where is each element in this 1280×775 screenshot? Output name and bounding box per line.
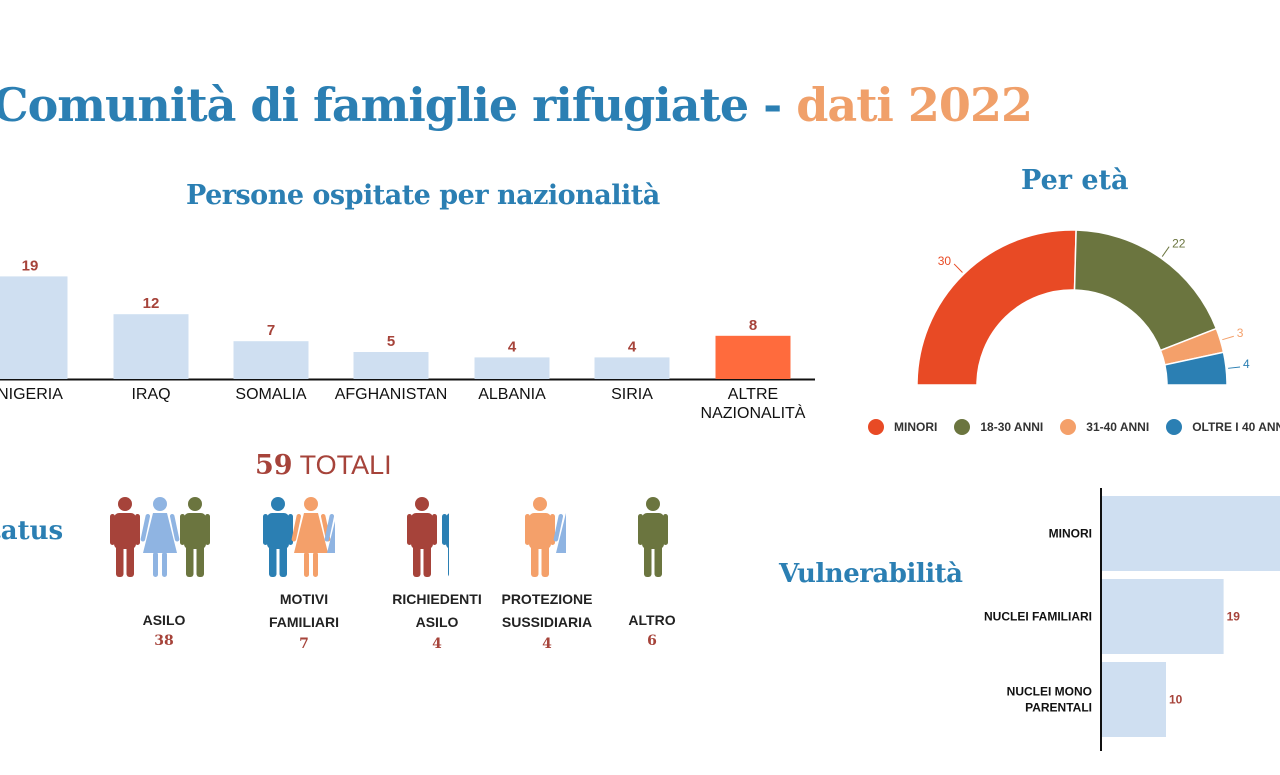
- legend-swatch: [1166, 419, 1183, 435]
- status-value: 7: [299, 636, 309, 652]
- nationality-category-label: NIGERIA: [0, 386, 63, 403]
- nationality-value-label: 19: [22, 257, 39, 274]
- vulnerability-value-label: 19: [1227, 610, 1241, 624]
- status-category-label: ALTRO: [628, 612, 676, 628]
- female-person-icon: [553, 513, 566, 553]
- vulnerability-category-label: MINORI: [1049, 527, 1092, 541]
- page-title-main: Comunità di famiglie rifugiate -: [0, 78, 797, 132]
- age-slice: [916, 229, 1077, 386]
- male-person-icon: [525, 497, 555, 577]
- status-value: 6: [647, 633, 657, 649]
- nationality-bar: [353, 352, 429, 379]
- status-category-label: PROTEZIONE: [501, 591, 593, 607]
- age-slice: [1163, 351, 1228, 386]
- page-title-year: dati 2022: [796, 78, 1033, 132]
- nationality-category-label: ALTRE: [728, 386, 778, 403]
- nationality-category-label: AFGHANISTAN: [335, 386, 448, 403]
- vulnerability-bar: [1102, 662, 1166, 737]
- age-chart-title: Per età: [1021, 165, 1129, 196]
- age-legend-item: MINORI: [868, 419, 937, 435]
- legend-swatch: [868, 419, 884, 435]
- nationality-bar: [233, 341, 309, 379]
- nationality-value-label: 5: [387, 333, 395, 350]
- status-value: 4: [432, 636, 442, 652]
- status-category-label: ASILO: [142, 612, 186, 628]
- nationality-value-label: 4: [628, 338, 637, 355]
- legend-swatch: [1060, 419, 1077, 435]
- age-legend-item: 31-40 ANNI: [1060, 419, 1149, 435]
- male-person-icon: [263, 497, 293, 577]
- legend-label: 18-30 ANNI: [980, 420, 1044, 434]
- nationality-category-label: NAZIONALITÀ: [701, 403, 806, 422]
- male-person-icon: [407, 497, 437, 577]
- nationality-chart-title: Persone ospitate per nazionalità: [186, 180, 660, 211]
- nationality-bar: [715, 335, 791, 379]
- male-person-icon: [442, 513, 449, 577]
- age-slice-leader: [1222, 335, 1234, 341]
- nationality-value-label: 8: [749, 317, 757, 334]
- female-person-icon: [291, 497, 331, 577]
- nationality-bar: [0, 276, 68, 379]
- male-person-icon: [180, 497, 210, 577]
- status-category-label: ASILO: [415, 614, 459, 630]
- vulnerability-category-label: NUCLEI MONO: [1007, 685, 1092, 699]
- vulnerability-category-label: NUCLEI FAMILIARI: [984, 610, 1092, 624]
- nationality-bar: [474, 357, 550, 379]
- status-category-label: FAMILIARI: [269, 614, 339, 630]
- age-slice-leader: [1161, 246, 1170, 257]
- nationality-value-label: 12: [143, 295, 160, 312]
- age-legend-item: 18-30 ANNI: [954, 419, 1043, 435]
- vulnerability-bar: [1102, 496, 1280, 571]
- legend-label: 31-40 ANNI: [1086, 420, 1150, 434]
- age-legend-item: OLTRE I 40 ANNI: [1166, 419, 1280, 435]
- age-value-label: 22: [1172, 237, 1186, 251]
- nationality-value-label: 4: [508, 338, 517, 355]
- age-value-label: 3: [1237, 326, 1244, 340]
- status-category-label: SUSSIDIARIA: [501, 614, 593, 630]
- page-title: Comunità di famiglie rifugiate - dati 20…: [0, 78, 1033, 132]
- status-category-label: MOTIVI: [279, 591, 329, 607]
- female-person-icon: [324, 513, 335, 553]
- total-count: 59 TOTALI: [255, 450, 392, 481]
- nationality-category-label: IRAQ: [131, 386, 170, 403]
- vulnerability-value-label: 10: [1169, 693, 1183, 707]
- status-value: 4: [542, 636, 552, 652]
- nationality-category-label: SIRIA: [611, 386, 653, 403]
- legend-label: MINORI: [894, 420, 938, 434]
- status-category-label: RICHIEDENTI: [392, 591, 482, 607]
- legend-label: OLTRE I 40 ANNI: [1192, 420, 1280, 434]
- total-number: 59: [255, 450, 293, 481]
- age-legend: MINORI 18-30 ANNI 31-40 ANNI OLTRE I 40 ANN…: [868, 419, 1280, 435]
- legend-swatch: [954, 419, 971, 435]
- vulnerability-chart-title: Vulnerabilità: [779, 559, 963, 589]
- nationality-bar: [113, 314, 189, 379]
- nationality-category-label: SOMALIA: [235, 386, 306, 403]
- male-person-icon: [638, 497, 668, 577]
- male-person-icon: [110, 497, 140, 577]
- age-slice-leader: [1228, 366, 1241, 369]
- vulnerability-bar: [1102, 579, 1224, 654]
- nationality-category-label: ALBANIA: [478, 386, 546, 403]
- vulnerability-category-label: PARENTALI: [1025, 701, 1092, 715]
- age-value-label: 4: [1243, 357, 1250, 371]
- status-value: 38: [154, 633, 174, 649]
- female-person-icon: [140, 497, 180, 577]
- total-label: TOTALI: [292, 450, 392, 480]
- nationality-bar: [594, 357, 670, 379]
- nationality-value-label: 7: [267, 322, 275, 339]
- age-slice-leader: [953, 263, 963, 273]
- status-section-title: Status: [0, 516, 64, 546]
- age-value-label: 30: [938, 254, 952, 268]
